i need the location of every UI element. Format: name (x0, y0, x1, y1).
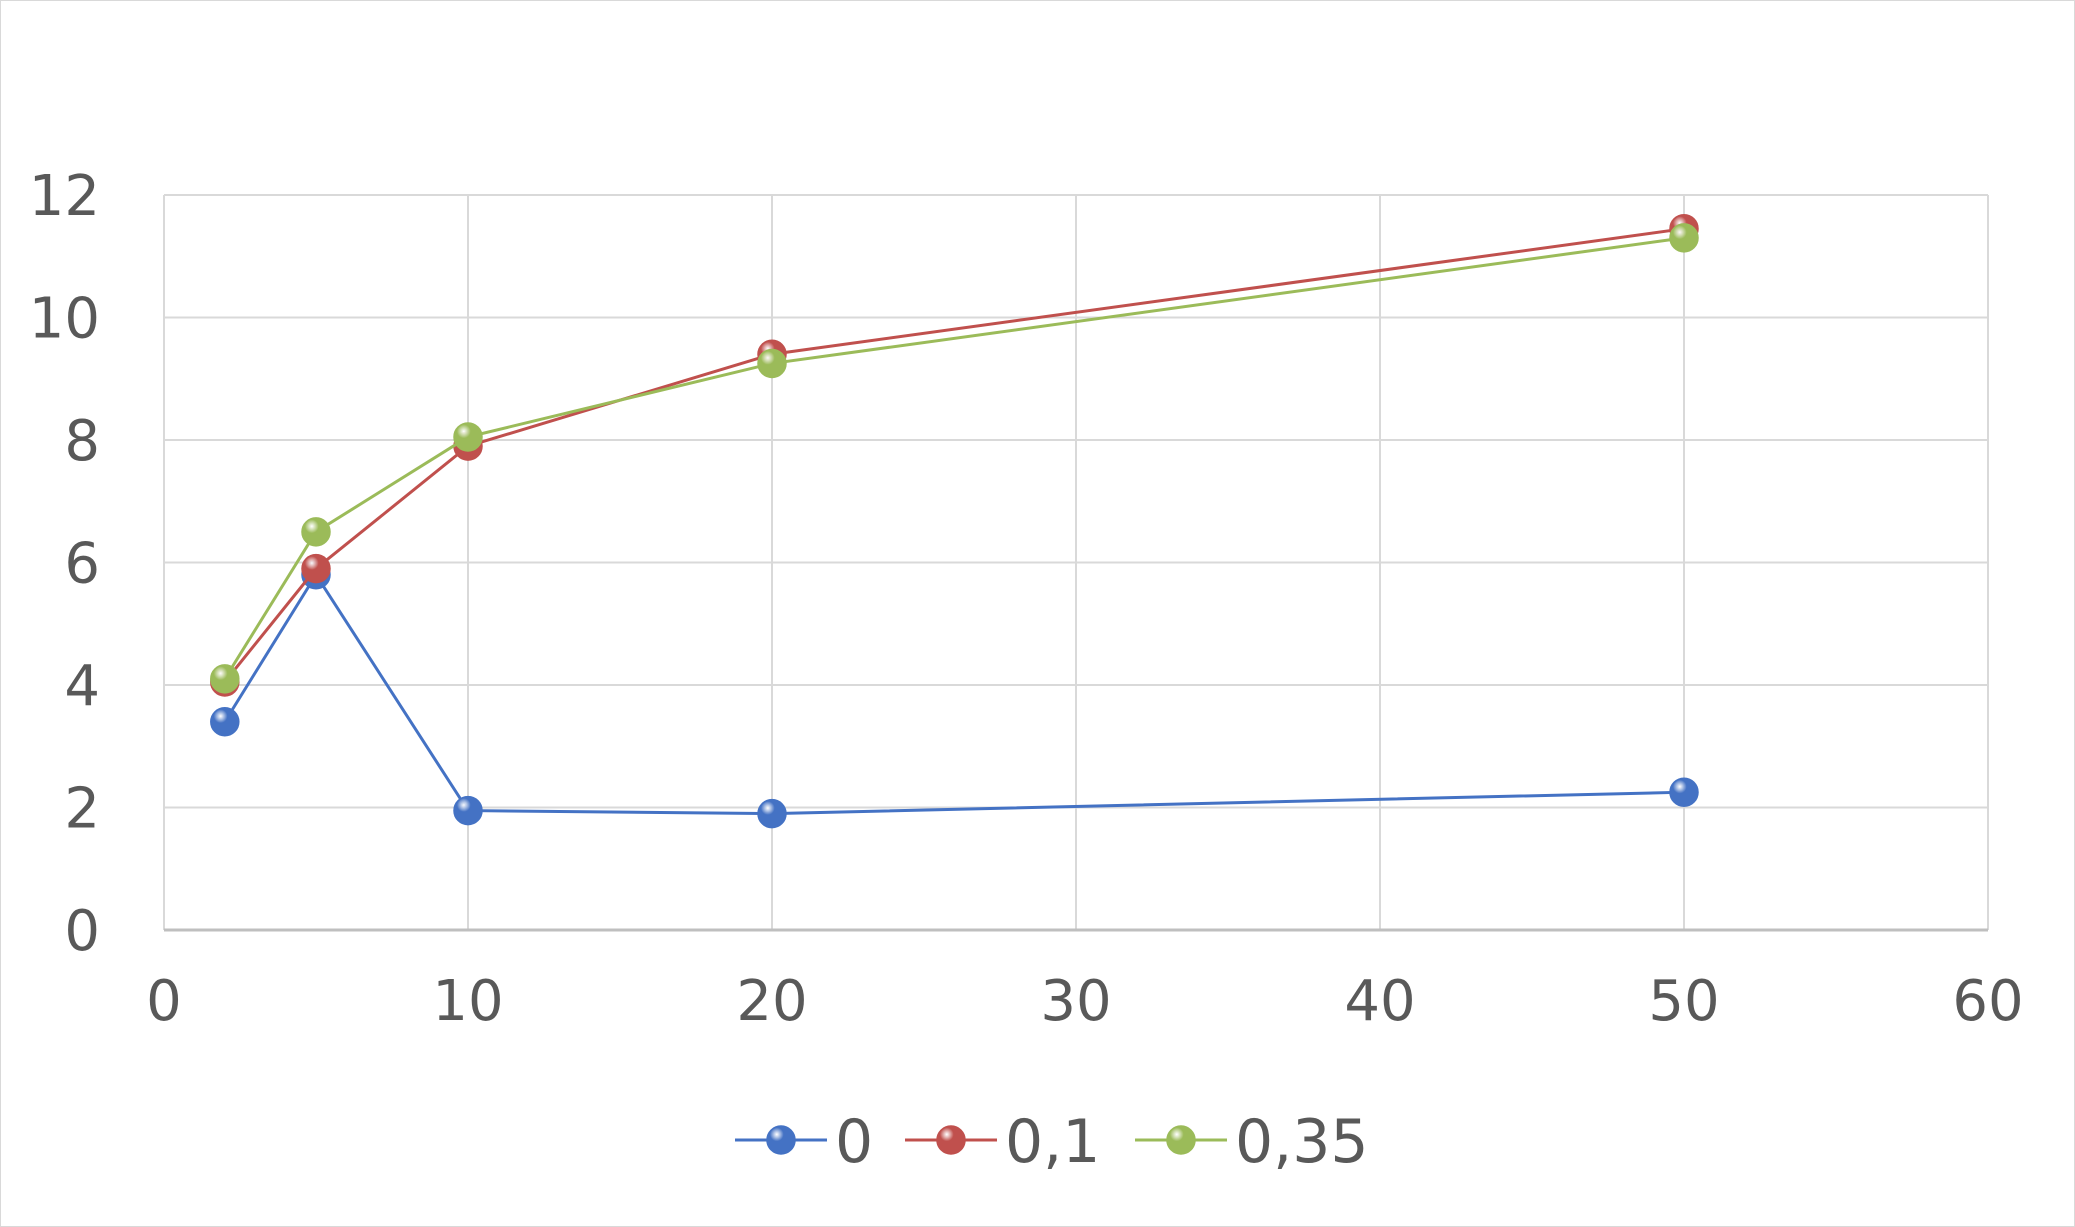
y-tick-label: 0 (64, 899, 100, 964)
x-tick-label: 50 (1648, 969, 1719, 1034)
legend-marker (936, 1125, 966, 1155)
legend-marker (766, 1125, 796, 1155)
series-line (223, 227, 1685, 683)
series-line (223, 236, 1685, 680)
x-tick-label: 10 (432, 969, 503, 1034)
x-tick-label: 20 (736, 969, 807, 1034)
x-tick-label: 40 (1344, 969, 1415, 1034)
legend-label: 0 (835, 1107, 873, 1177)
data-point (210, 664, 240, 694)
legend-item: 0,1 (905, 1107, 1100, 1177)
y-tick-label: 12 (29, 164, 100, 229)
legend: 0 0,1 0,35 (735, 1107, 1369, 1177)
legend-item: 0,35 (1135, 1107, 1369, 1177)
series-2 (210, 213, 1699, 697)
series-line (223, 571, 1685, 816)
y-tick-label: 2 (64, 777, 100, 842)
data-point (301, 517, 331, 547)
grid-lines (163, 194, 1989, 931)
series-layer (210, 213, 1699, 829)
y-tick-label: 10 (29, 287, 100, 352)
series-1 (210, 560, 1699, 829)
data-point (301, 553, 331, 584)
data-point (210, 707, 240, 737)
y-tick-label: 8 (64, 409, 100, 474)
data-point (757, 798, 787, 829)
data-point (453, 422, 483, 452)
legend-marker (1166, 1125, 1196, 1155)
y-tick-labels: 0 2 4 6 8 10 12 (29, 164, 100, 964)
y-tick-label: 6 (64, 532, 100, 597)
data-point (453, 795, 483, 826)
data-point (1669, 777, 1699, 807)
legend-item: 0 (735, 1107, 873, 1177)
legend-label: 0,1 (1005, 1107, 1100, 1177)
x-tick-label: 60 (1952, 969, 2023, 1034)
x-tick-label: 30 (1040, 969, 1111, 1034)
series-3 (210, 223, 1699, 694)
y-tick-label: 4 (64, 654, 100, 719)
data-point (1669, 223, 1699, 253)
x-tick-labels: 0 10 20 30 40 50 60 (146, 969, 2023, 1034)
x-tick-label: 0 (146, 969, 182, 1034)
legend-label: 0,35 (1235, 1107, 1369, 1177)
data-point (757, 348, 787, 379)
